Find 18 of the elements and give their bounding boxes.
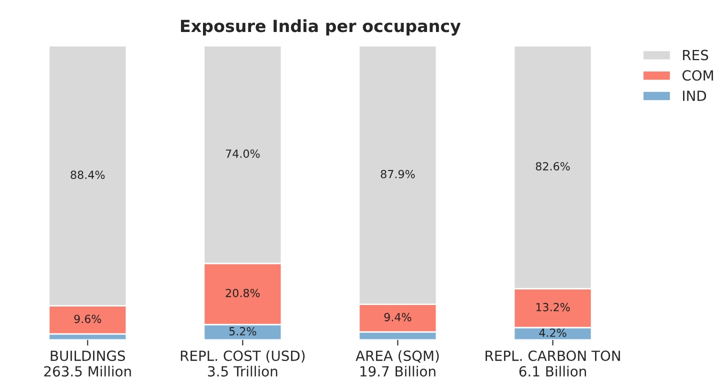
x-tick-label: REPL. COST (USD) 3.5 Trillion <box>180 350 305 377</box>
x-tick-label: BUILDINGS 263.5 Million <box>44 350 131 377</box>
data-label: 88.4% <box>70 170 105 180</box>
legend-label: IND <box>683 90 706 101</box>
data-label: 20.8% <box>226 288 260 298</box>
data-label: 4.2% <box>539 328 566 337</box>
data-label: 9.6% <box>74 314 102 324</box>
data-label: 13.2% <box>536 302 570 312</box>
chart-title: Exposure India per occupancy <box>180 19 461 36</box>
data-label: 9.4% <box>384 312 412 322</box>
legend-label: RES <box>683 50 708 60</box>
data-label: 87.9% <box>380 170 415 178</box>
x-tick-label: REPL. CARBON TON 6.1 Billion <box>486 350 620 377</box>
data-label: 5.2% <box>229 327 256 336</box>
data-label: 82.6% <box>536 162 570 171</box>
legend-label: COM <box>682 70 713 81</box>
data-label: 74.0% <box>226 149 260 158</box>
x-tick-label: AREA (SQM) 19.7 Billion <box>356 350 439 377</box>
